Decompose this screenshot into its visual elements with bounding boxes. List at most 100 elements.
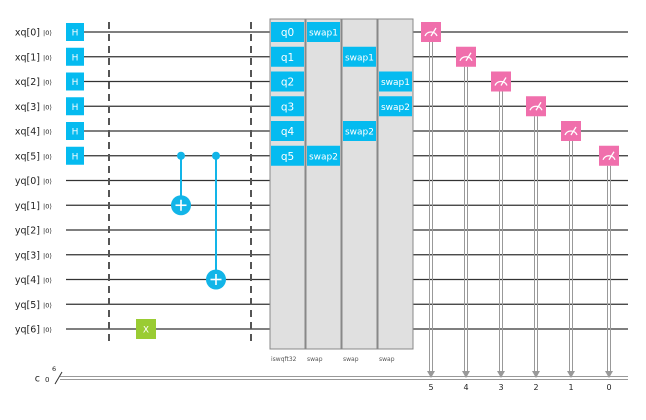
qubit-init-state: |0⟩	[43, 301, 52, 309]
h-gate	[66, 47, 84, 66]
measure-arrowhead	[605, 371, 613, 378]
swap-pin-label: swap2	[381, 103, 410, 113]
qubit-init-state: |0⟩	[43, 202, 52, 210]
swap-pin	[379, 96, 412, 117]
iqft-pin	[271, 71, 304, 92]
qubit-label: xq[1]	[15, 52, 40, 63]
measure-cbit-index: 0	[606, 383, 611, 392]
measure-cbit-index: 4	[463, 383, 468, 392]
qubit-init-state: |0⟩	[43, 326, 52, 334]
h-gate-label: H	[72, 103, 79, 113]
h-gate	[66, 72, 84, 91]
measure-cbit-index: 2	[533, 383, 538, 392]
iqft-pin-label: q5	[281, 151, 294, 163]
cnot-control-dot	[212, 151, 220, 160]
measure-meter-arc	[564, 130, 578, 136]
measure-meter-arc	[494, 80, 508, 86]
qubit-label: xq[2]	[15, 77, 40, 88]
qubit-label: yq[6]	[15, 325, 40, 336]
iqft-pin-label: q1	[281, 52, 294, 64]
swap-pin	[343, 121, 376, 141]
measure-meter-arc	[424, 31, 438, 37]
classical-width-slash	[54, 371, 63, 385]
h-gate	[66, 122, 84, 140]
iqft-pin-label: q0	[281, 27, 294, 39]
measure-arrowhead	[427, 371, 435, 378]
h-gate-label: H	[72, 78, 79, 88]
measure-meter-needle	[570, 126, 577, 136]
measure-meter-arc	[459, 56, 473, 62]
measure-meter-needle	[465, 52, 472, 62]
swap-block	[377, 18, 414, 350]
qubit-init-state: |0⟩	[43, 178, 52, 186]
swap-pin	[343, 46, 376, 67]
classical-init-value: 0	[45, 376, 49, 384]
h-gate	[66, 146, 84, 165]
measure-arrowhead	[567, 371, 575, 378]
qubit-init-state: |0⟩	[43, 29, 52, 37]
qubit-init-state: |0⟩	[43, 277, 52, 285]
classical-width: 6	[52, 365, 56, 373]
iqft-pin-label: q2	[281, 77, 294, 89]
qubit-init-state: |0⟩	[43, 79, 52, 87]
iqft-block	[269, 18, 306, 350]
swap-pin-label: swap1	[345, 53, 374, 63]
iqft-pin	[271, 46, 304, 67]
measure-meter-needle	[535, 101, 542, 111]
iqft-block-name: iswqft32	[271, 356, 297, 363]
qubit-label: xq[5]	[15, 151, 40, 162]
iqft-pin-label: q3	[281, 101, 294, 113]
swap-pin	[307, 145, 340, 166]
qubit-label: yq[5]	[15, 300, 40, 311]
qubit-init-state: |0⟩	[43, 128, 52, 136]
measure-arrowhead	[462, 371, 470, 378]
h-gate	[66, 23, 84, 41]
qubit-label: yq[4]	[15, 275, 40, 286]
swap-pin	[307, 22, 340, 42]
swap-pin	[379, 71, 412, 92]
iqft-pin	[271, 96, 304, 117]
x-gate-label: X	[143, 326, 149, 336]
measure-meter-arc	[529, 105, 543, 111]
swap-block-name: swap	[343, 356, 359, 363]
qubit-label: yq[2]	[15, 226, 40, 237]
qubit-label: xq[3]	[15, 102, 40, 113]
iqft-pin-label: q4	[281, 126, 295, 138]
swap-block	[341, 18, 378, 350]
h-gate	[66, 97, 84, 116]
qubit-init-state: |0⟩	[43, 153, 52, 161]
swap-pin-label: swap1	[381, 78, 410, 88]
swap-pin-label: swap1	[309, 29, 338, 39]
swap-pin-label: swap2	[345, 128, 374, 138]
qubit-label: yq[1]	[15, 201, 40, 212]
qubit-label: yq[0]	[15, 176, 40, 187]
iqft-pin	[271, 22, 304, 42]
h-gate-label: H	[72, 53, 79, 63]
measure-meter-arc	[602, 155, 616, 161]
measure-arrowhead	[532, 371, 540, 378]
x-gate	[136, 319, 156, 339]
swap-block-name: swap	[379, 356, 395, 363]
h-gate-label: H	[72, 152, 79, 162]
swap-pin-label: swap2	[309, 152, 338, 162]
h-gate-label: H	[72, 29, 79, 39]
measure-arrowhead	[497, 371, 505, 378]
swap-block-name: swap	[307, 356, 323, 363]
cnot-control-dot	[177, 151, 185, 160]
measure-meter-needle	[500, 77, 507, 86]
measure-cbit-index: 3	[498, 383, 503, 392]
measure-cbit-index: 1	[568, 383, 573, 392]
qubit-init-state: |0⟩	[43, 227, 52, 235]
iqft-pin	[271, 145, 304, 166]
measure-meter-needle	[430, 27, 437, 37]
qubit-label: yq[3]	[15, 250, 40, 261]
qubit-init-state: |0⟩	[43, 103, 52, 111]
classical-label: c	[35, 374, 40, 385]
h-gate-label: H	[72, 128, 79, 138]
measure-meter-needle	[608, 151, 615, 161]
qubit-label: xq[0]	[15, 28, 40, 39]
measure-cbit-index: 5	[428, 383, 433, 392]
iqft-pin	[271, 121, 304, 141]
swap-block	[305, 18, 342, 350]
